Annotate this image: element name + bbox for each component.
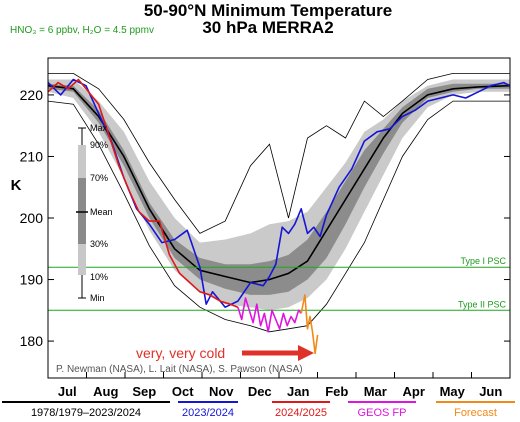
- x-month-label-3: Oct: [172, 384, 194, 399]
- climatology-max-line: [48, 73, 510, 234]
- series-line-2: [237, 297, 302, 333]
- legend-min: Min: [90, 293, 105, 303]
- x-month-label-5: Dec: [248, 384, 272, 399]
- chart-title: 50-90°N Minimum Temperature: [144, 1, 392, 20]
- x-month-label-1: Aug: [93, 384, 118, 399]
- x-month-label-2: Sep: [132, 384, 156, 399]
- y-axis: 180 190 200 210 220: [20, 87, 510, 349]
- legend-mean: Mean: [90, 207, 113, 217]
- legend-max: Max: [90, 123, 108, 133]
- x-axis: Jul Aug Sep Oct Nov Dec Jan Feb Mar Apr May Jun: [58, 372, 502, 399]
- footer-label-2: 2024/2025: [275, 407, 327, 419]
- footer-label-3: GEOS FP: [358, 407, 407, 419]
- y-tick-label-2: 200: [20, 210, 44, 226]
- y-tick-label-1: 190: [20, 272, 44, 288]
- series-lines: [47, 78, 511, 355]
- chart-subtitle: 30 hPa MERRA2: [202, 18, 333, 37]
- legend-band-30-70: [78, 178, 86, 244]
- x-month-label-8: Mar: [364, 384, 387, 399]
- footer-label-0: 1978/1979–2023/2024: [31, 407, 141, 419]
- x-month-label-11: Jun: [479, 384, 502, 399]
- psc-thresholds: Type I PSC Type II PSC: [48, 256, 510, 311]
- climatology-bands: [47, 73, 511, 333]
- y-tick-label-4: 220: [20, 87, 44, 103]
- annotation-arrow-head: [298, 345, 314, 361]
- credit-text: P. Newman (NASA), L. Lait (NASA), S. Paw…: [56, 364, 303, 375]
- x-month-label-4: Nov: [209, 384, 234, 399]
- y-axis-label: K: [11, 177, 22, 194]
- x-month-label-9: Apr: [403, 384, 425, 399]
- y-tick-label-3: 210: [20, 148, 44, 164]
- climatology-mean-line: [47, 84, 511, 284]
- legend-p70: 70%: [90, 173, 108, 183]
- y-tick-label-0: 180: [20, 333, 44, 349]
- footer-legend: 1978/1979–2023/2024 2023/2024 2024/2025 GEO…: [2, 401, 515, 419]
- legend-p10: 10%: [90, 272, 108, 282]
- series-line-1: [47, 78, 239, 308]
- threshold-label-1: Type II PSC: [458, 299, 507, 309]
- x-month-label-7: Feb: [325, 384, 348, 399]
- legend-p90: 90%: [90, 140, 108, 150]
- series-line-3: [300, 294, 319, 355]
- band-30-70: [48, 83, 510, 295]
- x-month-label-6: Jan: [287, 384, 309, 399]
- chart-conditions: HNO₃ = 6 ppbv, H₂O = 4.5 ppmv: [10, 25, 154, 36]
- x-month-label-0: Jul: [58, 384, 77, 399]
- percentile-legend: Max 90% 70% Mean 30% 10% Min: [76, 123, 113, 303]
- x-month-label-10: May: [440, 384, 466, 399]
- annotation-text: very, very cold: [136, 345, 225, 361]
- legend-p30: 30%: [90, 239, 108, 249]
- footer-label-4: Forecast: [454, 407, 497, 419]
- threshold-label-0: Type I PSC: [460, 256, 506, 266]
- climatology-min-line: [47, 100, 510, 333]
- band-10-90: [48, 79, 510, 311]
- footer-label-1: 2023/2024: [182, 407, 234, 419]
